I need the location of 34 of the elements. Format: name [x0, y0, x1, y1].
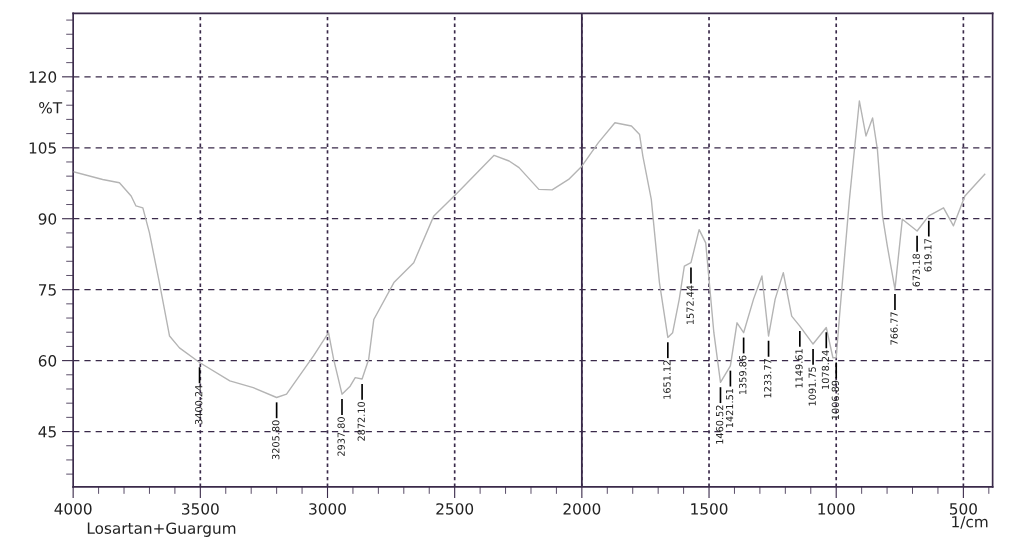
y-tick-label: 60: [38, 355, 57, 367]
annotation: 1572.44: [686, 285, 694, 325]
x-tick-label: 2500: [436, 503, 474, 515]
y-axis-title: %T: [39, 101, 63, 114]
annotation: 1091.75: [808, 367, 816, 406]
x-tick-label: 500: [949, 503, 977, 515]
annotation: 1421.51: [725, 388, 734, 428]
y-tick-label: 120: [29, 71, 57, 83]
x-tick-label: 1000: [818, 503, 855, 515]
x-tick-label: 2000: [563, 503, 601, 515]
annotation: 2937.80: [337, 417, 345, 456]
x-axis-title: 1/cm: [952, 516, 988, 529]
annotation: 2872.10: [357, 401, 365, 441]
annotation: 1359.86: [739, 355, 747, 395]
annotation: 1651.12: [663, 360, 671, 399]
y-tick-label: 45: [38, 426, 56, 438]
text: Losartan+Guargum: [87, 522, 236, 537]
annotation: 1149.61: [795, 349, 803, 388]
x-tick-label: 3000: [309, 503, 346, 515]
y-tick-label: 105: [29, 142, 56, 154]
annotation: 619.17: [924, 238, 932, 272]
annotation: 3400.24: [195, 385, 203, 425]
x-tick-label: 1500: [691, 503, 728, 515]
annotation: 1460.52: [715, 405, 724, 444]
y-tick-label: 90: [38, 213, 57, 225]
annotation: 766.77: [890, 312, 898, 345]
annotation: 1233.77: [764, 359, 772, 398]
annotation: 673.18: [912, 253, 920, 287]
x-tick-label: 3500: [182, 503, 219, 515]
annotation: 1006.89: [831, 380, 840, 420]
annotation: 3205.80: [272, 420, 280, 460]
x-tick-label: 4000: [54, 503, 92, 515]
annotation: 1078.24: [821, 350, 830, 389]
y-tick-label: 75: [38, 284, 56, 296]
